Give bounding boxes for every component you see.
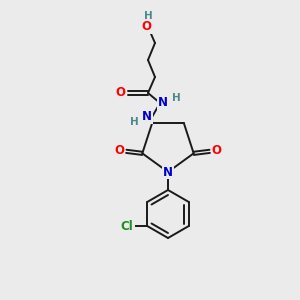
Text: Cl: Cl	[121, 220, 134, 232]
Text: O: O	[114, 144, 124, 157]
Text: H: H	[172, 93, 180, 103]
Text: N: N	[163, 166, 173, 178]
Text: N: N	[158, 97, 168, 110]
Text: O: O	[115, 86, 125, 100]
Text: O: O	[212, 144, 222, 157]
Text: H: H	[130, 117, 138, 127]
Text: N: N	[142, 110, 152, 124]
Text: O: O	[141, 20, 151, 34]
Text: H: H	[144, 11, 152, 21]
